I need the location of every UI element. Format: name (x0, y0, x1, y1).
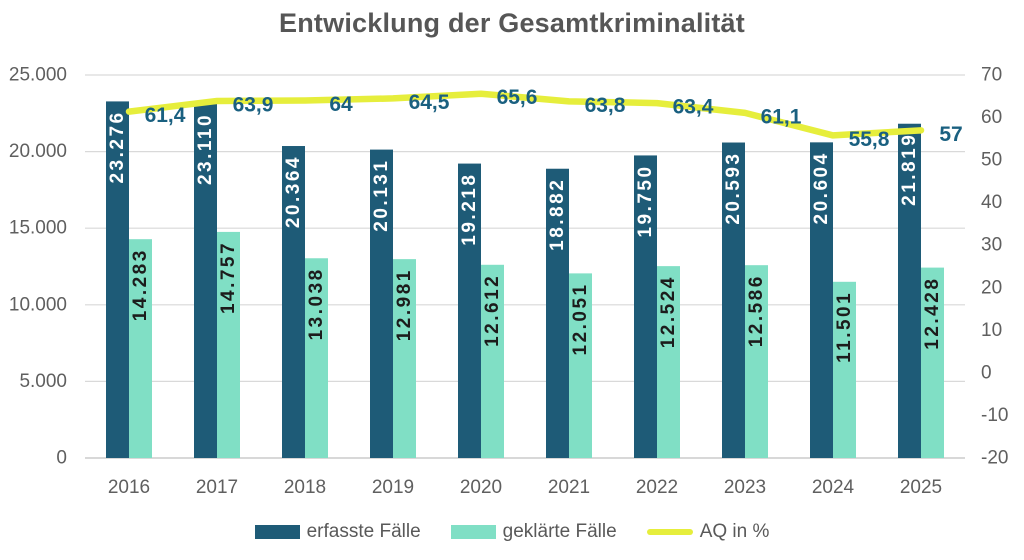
y-axis-left-tick-label: 0 (56, 448, 67, 469)
legend-swatch-aq-line-icon (646, 529, 693, 535)
bar-erfasste-2024 (810, 142, 833, 458)
y-axis-right-tick-label: -10 (981, 405, 1008, 426)
aq-value-label-2020: 65,6 (497, 86, 538, 109)
x-axis-tick-label: 2020 (460, 477, 502, 498)
x-axis-tick-label: 2021 (548, 477, 590, 498)
aq-value-label-2022: 63,4 (673, 96, 714, 119)
bar-geklaerte-2023 (745, 265, 768, 458)
y-axis-left-tick-label: 25.000 (9, 65, 67, 86)
x-axis-tick-label: 2024 (812, 477, 855, 498)
bar-erfasste-2017 (194, 103, 217, 458)
y-axis-right-tick-label: 60 (981, 107, 1002, 128)
aq-value-label-2025: 57 (939, 123, 962, 146)
y-axis-right-tick-label: 40 (981, 192, 1002, 213)
y-axis-right-tick-label: 70 (981, 65, 1002, 86)
bar-value-label-erfasste-2024: 20.604 (811, 151, 832, 224)
aq-value-label-2016: 61,4 (145, 104, 186, 127)
y-axis-right-tick-label: 30 (981, 235, 1002, 256)
bar-erfasste-2018 (282, 146, 305, 459)
legend-item-aq: AQ in % (646, 521, 770, 543)
bar-erfasste-2019 (370, 149, 393, 458)
y-axis-right-tick-label: 20 (981, 277, 1002, 298)
aq-value-label-2021: 63,8 (585, 94, 626, 117)
bar-geklaerte-2016 (129, 239, 152, 458)
bar-erfasste-2020 (458, 163, 481, 458)
bar-value-label-erfasste-2022: 19.750 (635, 164, 656, 237)
bar-value-label-geklaerte-2024: 11.501 (834, 291, 855, 363)
bar-erfasste-2023 (722, 142, 745, 458)
bar-geklaerte-2022 (657, 266, 680, 458)
x-axis-tick-label: 2023 (724, 477, 766, 498)
y-axis-left-tick-label: 15.000 (9, 218, 67, 239)
bar-erfasste-2022 (634, 155, 657, 458)
bar-value-label-erfasste-2019: 20.131 (371, 159, 392, 232)
bar-value-label-erfasste-2021: 18.882 (547, 178, 568, 251)
x-axis-tick-label: 2018 (284, 477, 326, 498)
y-axis-left-tick-label: 10.000 (9, 294, 67, 315)
bar-geklaerte-2021 (569, 273, 592, 458)
bar-value-label-erfasste-2018: 20.364 (283, 155, 304, 228)
bar-erfasste-2021 (546, 168, 569, 458)
bar-geklaerte-2024 (833, 281, 856, 458)
bar-geklaerte-2018 (305, 258, 328, 458)
bar-value-label-erfasste-2017: 23.110 (195, 113, 216, 185)
bar-geklaerte-2020 (481, 264, 504, 458)
aq-value-label-2023: 61,1 (761, 105, 802, 128)
legend-label-aq: AQ in % (699, 521, 770, 542)
legend-label-geklaerte-faelle: geklärte Fälle (502, 521, 617, 542)
plot-area: 25.000 20.000 15.000 10.000 5.000 0 70 60 50 40 30… (9, 65, 1009, 499)
y-axis-right-tick-label: 0 (981, 362, 992, 383)
x-axis-tick-label: 2025 (900, 477, 942, 498)
bar-value-label-erfasste-2020: 19.218 (459, 173, 480, 246)
bar-erfasste-2025 (898, 123, 921, 459)
legend-item-geklaerte-faelle: geklärte Fälle (450, 521, 617, 543)
chart-title: Entwicklung der Gesamtkriminalität (279, 8, 745, 38)
bar-value-label-geklaerte-2017: 14.757 (218, 241, 239, 314)
aq-value-label-2019: 64,5 (409, 91, 450, 114)
legend-label-erfasste-faelle: erfasste Fälle (306, 521, 421, 542)
y-axis-right-tick-label: 10 (981, 320, 1002, 341)
bar-value-label-geklaerte-2022: 12.524 (658, 275, 679, 348)
legend-item-erfasste-faelle: erfasste Fälle (254, 521, 421, 543)
bar-geklaerte-2017 (217, 231, 240, 458)
bar-value-label-erfasste-2016: 23.276 (107, 110, 128, 183)
x-axis-tick-label: 2022 (636, 477, 678, 498)
aq-value-label-2024: 55,8 (849, 128, 890, 151)
chart-legend: erfasste Fälle geklärte Fälle AQ in % (0, 517, 1024, 547)
aq-line (125, 90, 925, 139)
bar-geklaerte-2019 (393, 259, 416, 458)
bar-value-label-geklaerte-2023: 12.586 (746, 274, 767, 347)
bar-value-label-geklaerte-2018: 13.038 (306, 267, 327, 340)
bar-value-label-geklaerte-2020: 12.612 (482, 274, 503, 347)
y-axis-left-tick-label: 20.000 (9, 141, 67, 162)
x-axis-tick-label: 2019 (372, 477, 414, 498)
bar-erfasste-2016 (106, 101, 129, 458)
aq-value-label-2018: 64 (329, 93, 353, 116)
y-axis-right-tick-label: -20 (981, 448, 1008, 469)
bar-value-label-geklaerte-2016: 14.283 (130, 248, 151, 321)
x-axis-tick-label: 2017 (196, 477, 238, 498)
bar-value-label-erfasste-2025: 21.819 (899, 133, 920, 206)
bar-value-label-geklaerte-2021: 12.051 (570, 282, 591, 355)
x-axis-tick-label: 2016 (108, 477, 150, 498)
bar-value-label-erfasste-2023: 20.593 (723, 152, 744, 225)
bar-geklaerte-2025 (921, 267, 944, 458)
legend-swatch-erfasste-faelle-icon (254, 525, 300, 539)
y-axis-left-tick-label: 5.000 (19, 371, 67, 392)
bar-value-label-geklaerte-2019: 12.981 (394, 268, 415, 341)
y-axis-right-tick-label: 50 (981, 150, 1002, 171)
bar-value-label-geklaerte-2025: 12.428 (922, 277, 943, 350)
aq-value-label-2017: 63,9 (233, 93, 274, 116)
legend-swatch-geklaerte-faelle-icon (450, 525, 496, 539)
